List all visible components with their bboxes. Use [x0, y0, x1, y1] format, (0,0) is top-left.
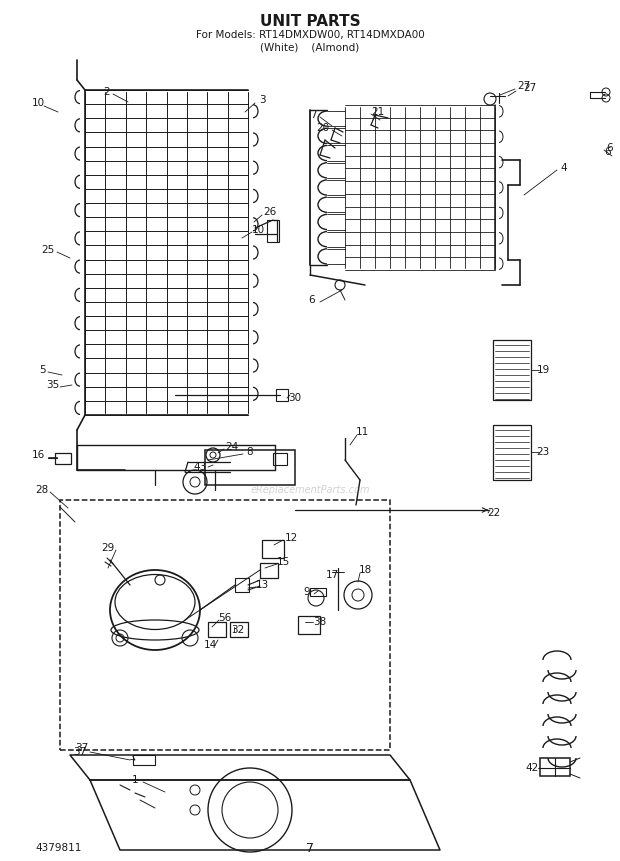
Text: 9: 9 — [304, 587, 311, 597]
Bar — [310, 588, 326, 596]
Text: 42: 42 — [525, 763, 539, 773]
Text: 7: 7 — [306, 841, 314, 854]
Text: 22: 22 — [487, 508, 500, 518]
Text: 29: 29 — [102, 543, 115, 553]
Text: 14: 14 — [203, 640, 216, 650]
Bar — [235, 578, 249, 592]
Text: 6: 6 — [604, 147, 611, 157]
Text: 10: 10 — [32, 98, 45, 108]
Text: 24: 24 — [226, 442, 239, 452]
Text: 28: 28 — [35, 485, 48, 495]
Text: 21: 21 — [371, 107, 384, 117]
Text: 26: 26 — [264, 207, 277, 217]
Bar — [276, 389, 288, 401]
Bar — [540, 758, 570, 776]
Text: 35: 35 — [46, 380, 60, 390]
Text: 5: 5 — [38, 365, 45, 375]
Text: 25: 25 — [42, 245, 55, 255]
Text: 17: 17 — [326, 570, 339, 580]
Text: 37: 37 — [76, 743, 89, 753]
Bar — [133, 755, 155, 765]
Bar — [273, 453, 287, 465]
Text: 37: 37 — [73, 747, 87, 757]
Text: 43: 43 — [193, 462, 206, 472]
Bar — [493, 340, 531, 400]
Text: 19: 19 — [536, 365, 549, 375]
Bar — [493, 425, 531, 480]
Text: 12: 12 — [285, 533, 298, 543]
Text: eReplacementParts.com: eReplacementParts.com — [250, 485, 370, 495]
Text: 10: 10 — [252, 225, 265, 235]
Text: 11: 11 — [355, 427, 369, 437]
Text: 8: 8 — [247, 447, 254, 457]
Text: 18: 18 — [358, 565, 371, 575]
Text: 27: 27 — [517, 81, 531, 91]
Text: 2: 2 — [104, 87, 110, 97]
Text: 38: 38 — [313, 617, 327, 627]
Bar — [60, 500, 390, 750]
Text: 6: 6 — [607, 143, 613, 153]
Bar — [208, 622, 226, 637]
Text: UNIT PARTS: UNIT PARTS — [260, 15, 360, 29]
Text: 56: 56 — [218, 613, 232, 623]
Bar — [205, 450, 295, 485]
Text: 23: 23 — [536, 447, 549, 457]
Bar — [230, 622, 248, 637]
Bar — [298, 616, 320, 634]
Bar — [260, 563, 278, 578]
Text: 15: 15 — [277, 557, 290, 567]
Text: 30: 30 — [288, 393, 301, 403]
Text: 1: 1 — [131, 775, 138, 785]
Text: 13: 13 — [255, 580, 268, 590]
Text: 7: 7 — [309, 110, 316, 120]
Bar — [262, 540, 284, 558]
Text: 16: 16 — [32, 450, 45, 460]
Text: 3: 3 — [259, 95, 265, 105]
Text: 4379811: 4379811 — [35, 843, 81, 853]
Bar — [55, 453, 71, 464]
Text: For Models: RT14DMXDW00, RT14DMXDA00: For Models: RT14DMXDW00, RT14DMXDA00 — [196, 30, 424, 40]
Text: 4: 4 — [560, 163, 567, 173]
Bar — [267, 220, 279, 242]
Text: 6: 6 — [309, 295, 316, 305]
Text: (White)    (Almond): (White) (Almond) — [260, 42, 360, 52]
Text: 32: 32 — [231, 625, 245, 635]
Text: 27: 27 — [523, 83, 537, 93]
Text: 20: 20 — [316, 123, 330, 133]
